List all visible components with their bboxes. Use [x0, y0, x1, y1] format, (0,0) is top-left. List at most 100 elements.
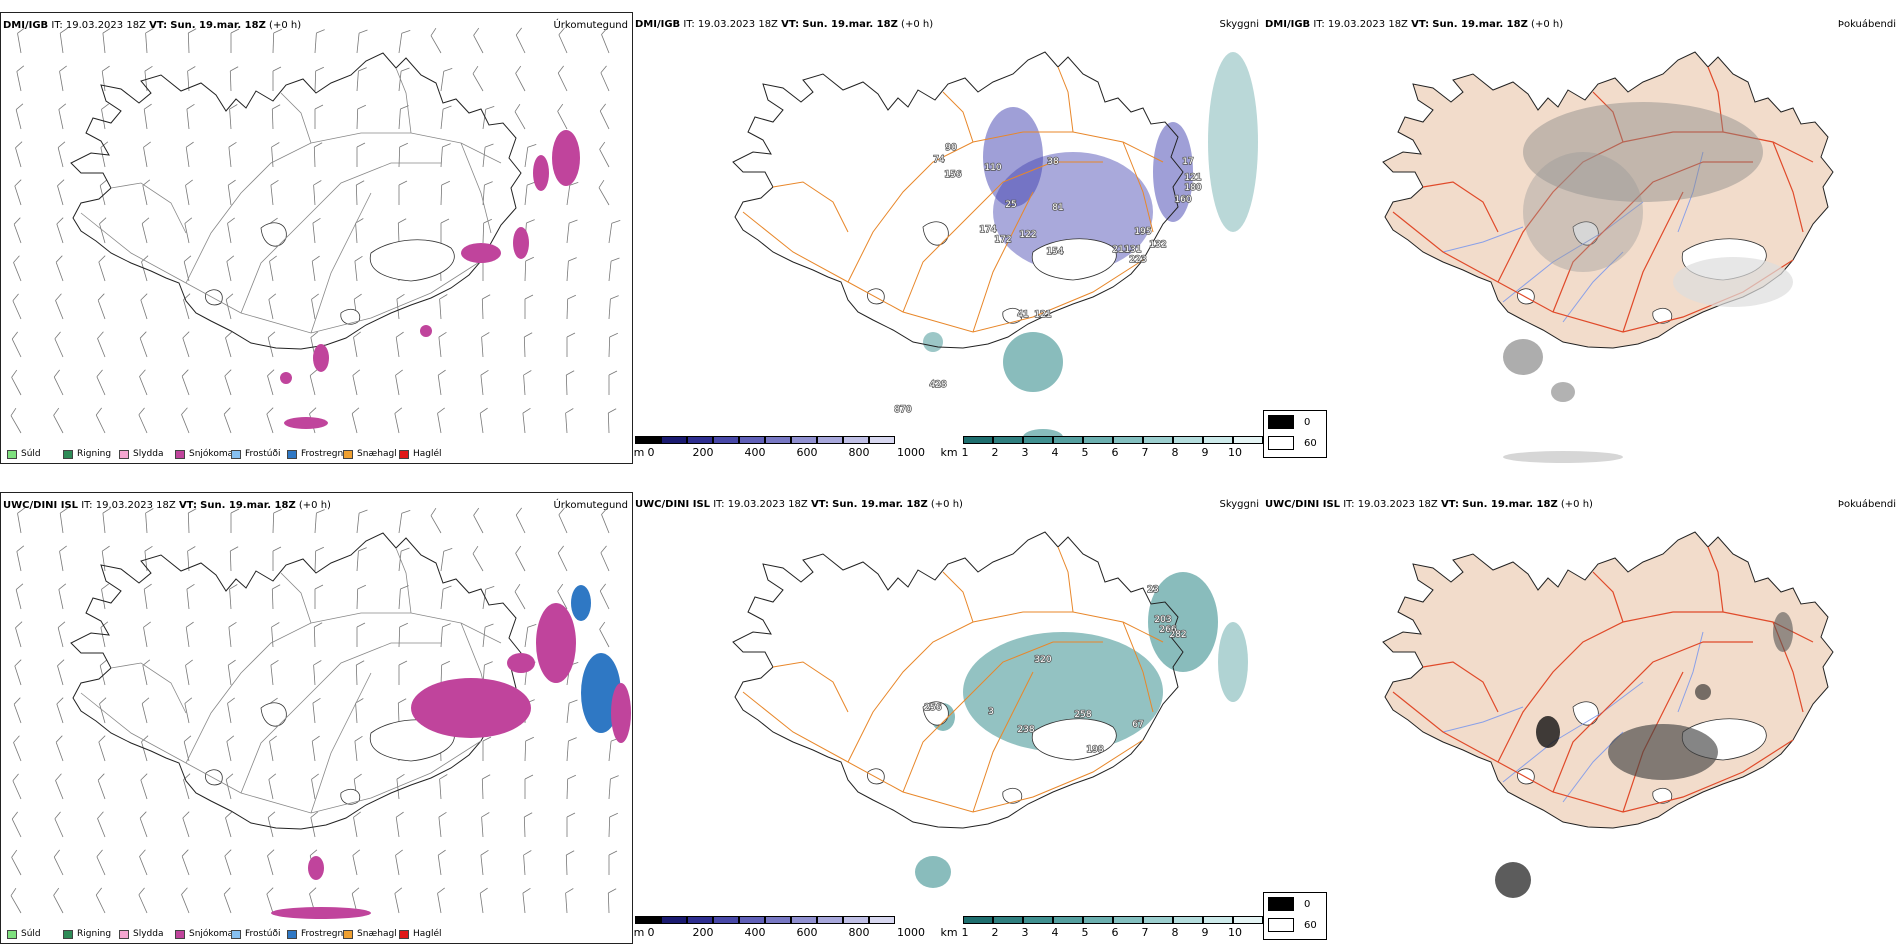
barb-staff	[482, 147, 486, 168]
road	[942, 91, 974, 143]
wind-barb	[17, 27, 25, 54]
barb-staff	[311, 261, 316, 282]
fog-legend-swatch	[1268, 897, 1294, 911]
legend-item: Slydda	[119, 929, 163, 939]
scale-tick-km: 10	[1228, 926, 1242, 939]
barb-staff	[440, 147, 443, 168]
wind-barb	[10, 887, 22, 914]
barb-flag	[351, 887, 360, 894]
barb-staff	[482, 222, 485, 244]
barb-staff	[142, 665, 148, 686]
barb-flag	[95, 887, 102, 896]
barb-flag	[353, 811, 361, 818]
vt-label: VT:	[178, 500, 197, 511]
iceland-basemap	[732, 531, 1184, 829]
barb-flag	[181, 369, 189, 377]
wind-barb	[267, 811, 276, 838]
barb-staff	[600, 72, 610, 92]
barb-staff	[267, 375, 274, 396]
scale-tick-km: 10	[1228, 446, 1242, 459]
barb-flag	[599, 141, 606, 150]
legend-label: Slydda	[133, 449, 164, 459]
legend-label: Frostregn	[301, 929, 344, 939]
barb-staff	[356, 71, 359, 92]
river	[1562, 251, 1624, 323]
wind-barb	[59, 65, 67, 92]
legend-swatch	[231, 449, 241, 459]
legend-item: Slydda	[119, 449, 163, 459]
barb-flag	[568, 699, 578, 704]
wind-barb	[354, 735, 363, 762]
barb-staff	[55, 742, 64, 762]
barb-flag	[400, 67, 410, 72]
low-visibility-area	[963, 632, 1163, 752]
barb-staff	[225, 337, 232, 358]
barb-flag	[315, 66, 324, 72]
wind-barb	[187, 508, 197, 534]
wind-barb	[437, 849, 446, 876]
barb-flag	[442, 623, 451, 628]
barb-flag	[267, 849, 275, 857]
wind-barb	[185, 141, 194, 168]
barb-flag	[398, 698, 407, 704]
barb-staff	[227, 665, 232, 686]
scale-cell	[1203, 916, 1233, 924]
road	[460, 142, 492, 234]
road	[280, 92, 312, 144]
barb-flag	[439, 294, 448, 300]
barb-staff	[182, 337, 190, 358]
wind-barb	[314, 509, 325, 534]
legend-swatch	[343, 929, 353, 939]
glacier-outline	[369, 239, 455, 282]
barb-staff	[558, 514, 568, 534]
barb-staff	[13, 704, 22, 724]
scale-tick-km: 8	[1171, 926, 1179, 939]
road	[1552, 641, 1753, 793]
barb-staff	[187, 512, 190, 534]
wind-barb	[143, 621, 151, 648]
wind-barb	[395, 331, 404, 358]
wind-barb	[608, 812, 618, 838]
scale-cell	[817, 436, 843, 444]
barb-staff	[55, 262, 64, 282]
wind-barb	[56, 217, 64, 244]
legend-item: Frostúði	[231, 929, 280, 939]
wind-barb	[143, 583, 152, 610]
barb-staff	[565, 893, 568, 914]
barb-flag	[358, 547, 367, 552]
barb-staff	[184, 223, 190, 244]
barb-staff	[309, 375, 316, 396]
wind-barb	[17, 507, 25, 534]
barb-staff	[12, 780, 22, 800]
model-name: DMI/IGB	[635, 19, 681, 30]
barb-flag	[183, 255, 192, 262]
visibility-panel-row2: UWC/DINI ISL IT: 19.03.2023 18Z VT: Sun.…	[633, 492, 1263, 944]
barb-flag	[526, 219, 535, 224]
road	[280, 572, 312, 624]
wind-barb	[97, 331, 106, 358]
scale-tick-m: 600	[796, 926, 818, 939]
barb-flag	[311, 255, 320, 262]
barb-staff	[438, 337, 442, 358]
barb-staff	[397, 702, 400, 724]
barb-staff	[15, 589, 22, 610]
barb-flag	[53, 887, 60, 896]
barb-staff	[314, 33, 317, 54]
barb-flag	[396, 773, 405, 780]
glacier-outline	[867, 768, 885, 785]
wind-barb	[355, 218, 364, 244]
wind-barb	[55, 773, 64, 800]
barb-flag	[14, 659, 22, 667]
wind-barb	[557, 65, 568, 92]
visibility-value-label: 428	[929, 380, 946, 390]
wind-barb	[14, 179, 22, 206]
wind-barb	[181, 887, 190, 914]
barb-flag	[143, 141, 151, 148]
barb-staff	[99, 223, 106, 244]
barb-flag	[608, 888, 617, 894]
wind-barb	[101, 545, 110, 572]
scale-tick-km: 7	[1141, 926, 1149, 939]
wind-barb	[482, 105, 495, 130]
barb-flag	[184, 217, 193, 224]
